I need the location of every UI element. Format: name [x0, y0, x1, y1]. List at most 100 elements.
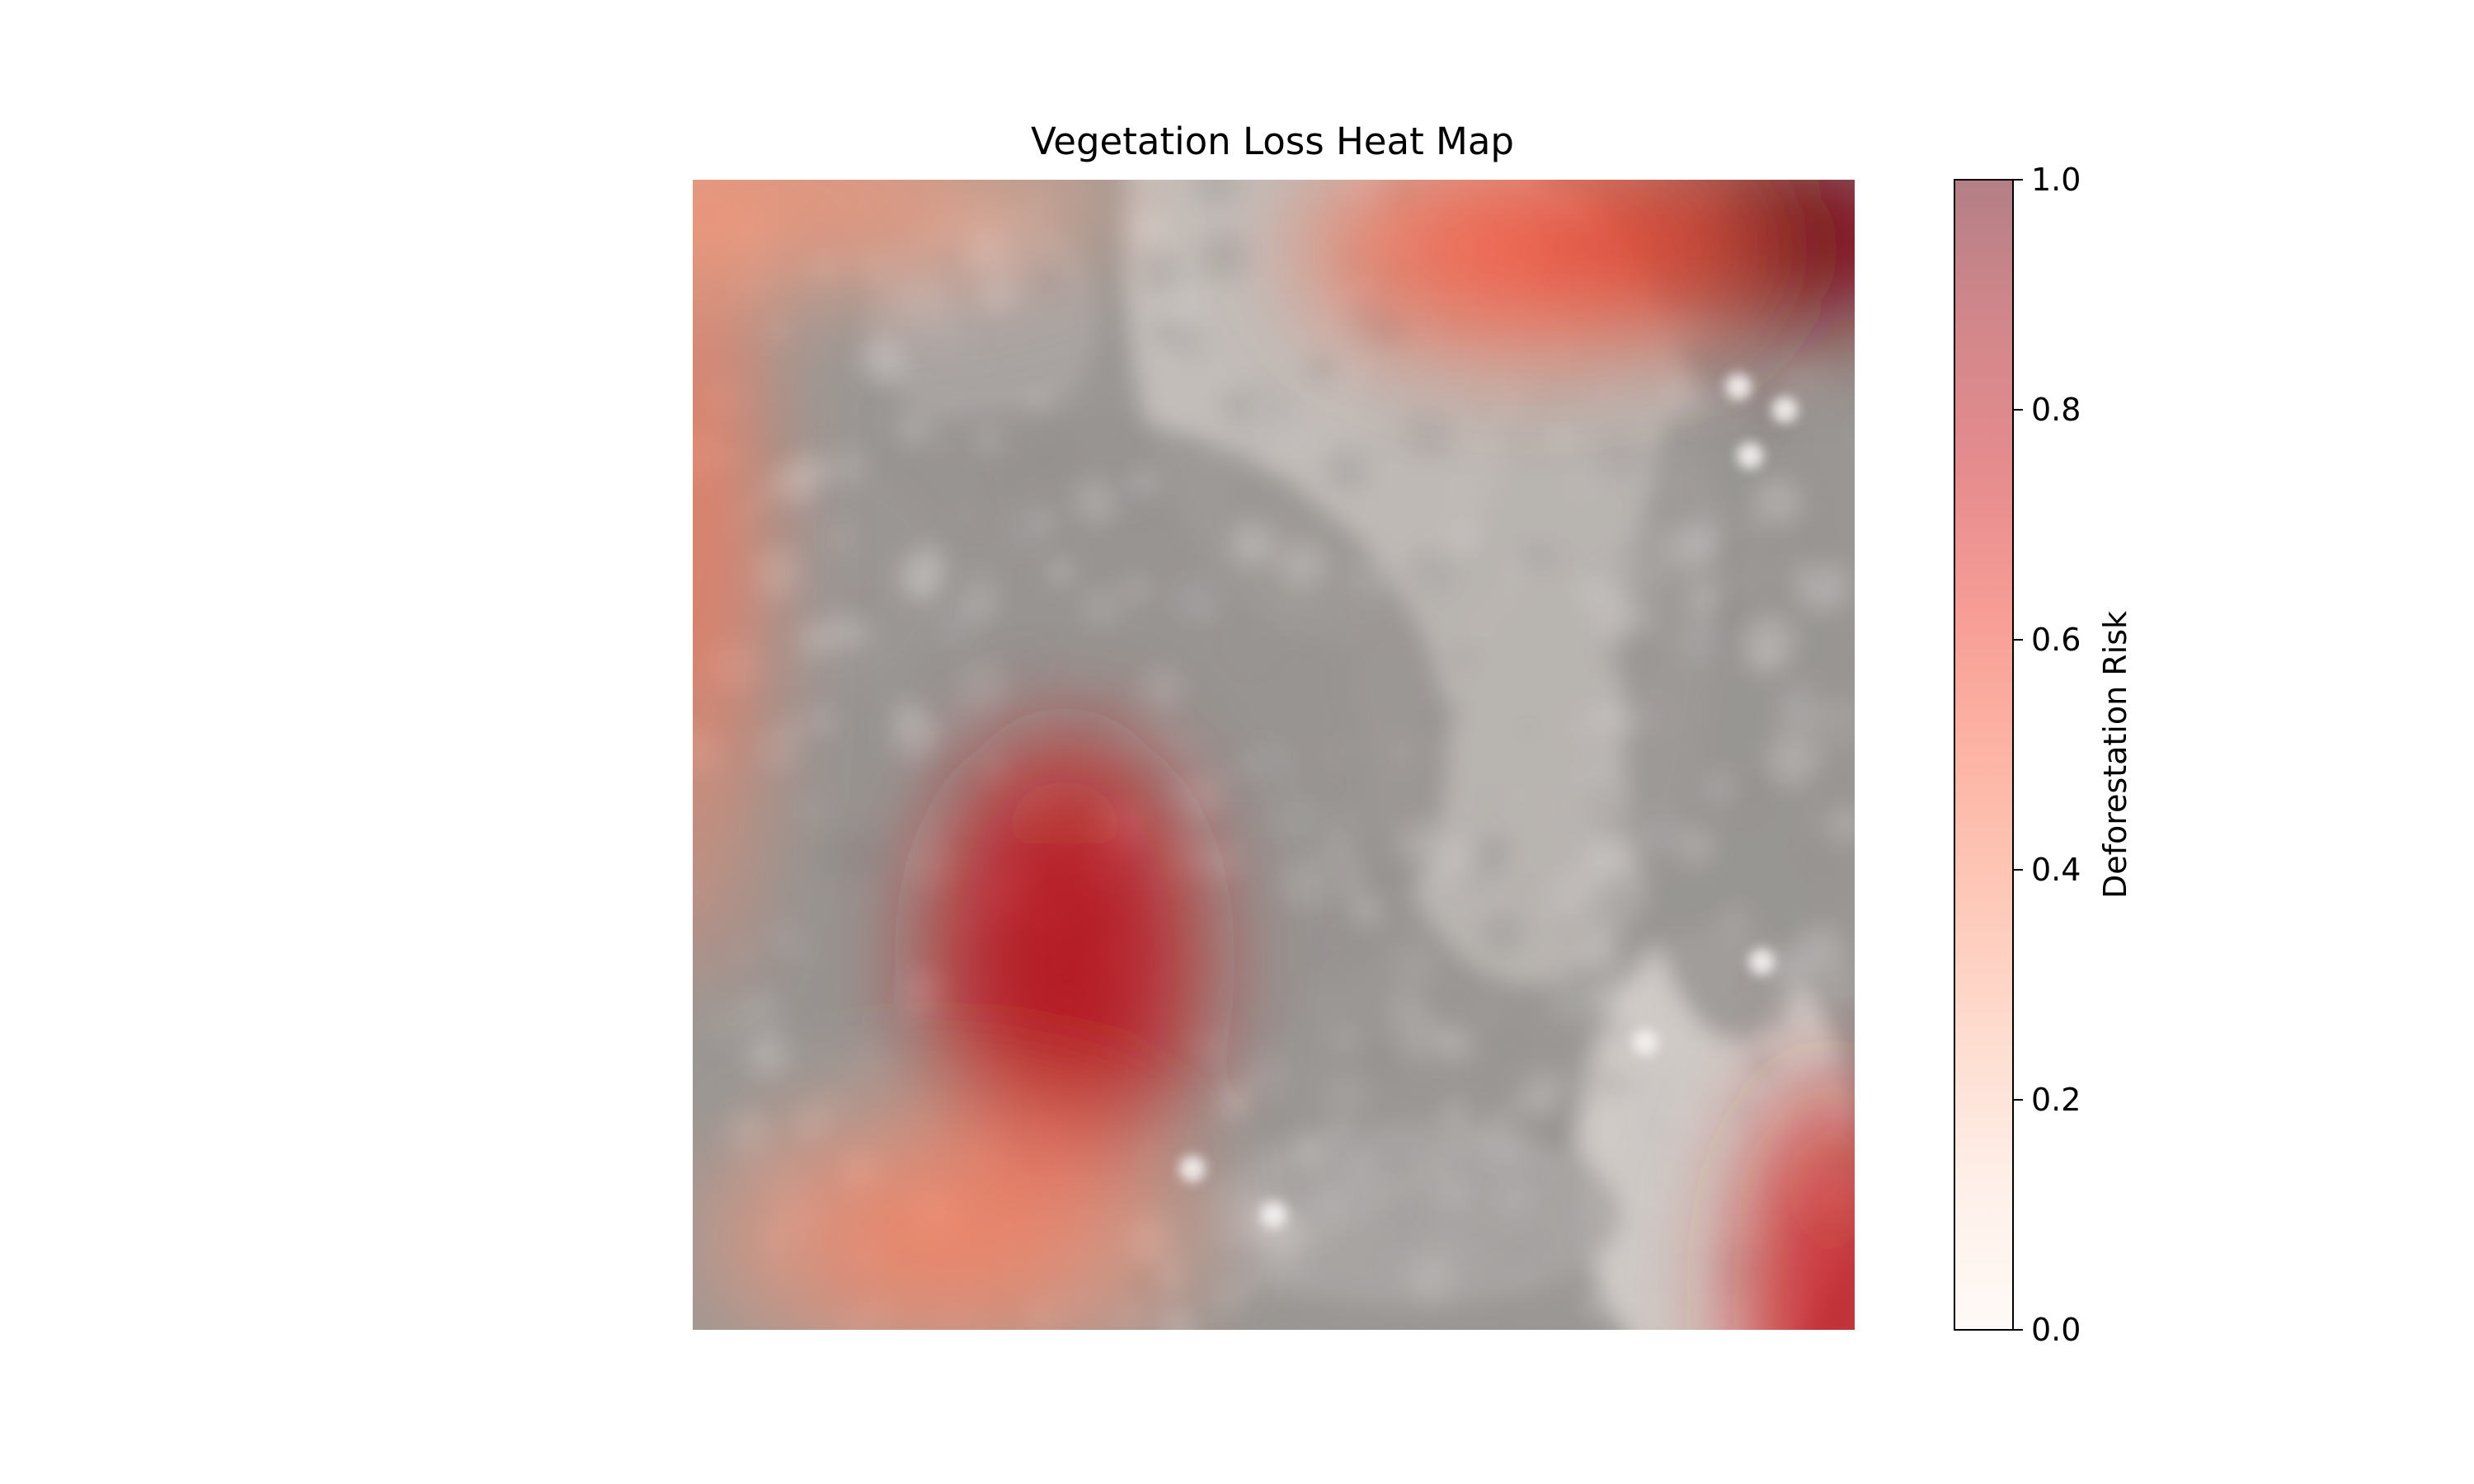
terrain-speck	[1498, 1236, 1543, 1280]
terrain-speck	[1071, 397, 1083, 408]
terrain-speck	[1714, 1026, 1728, 1040]
terrain-speck	[1427, 699, 1462, 735]
terrain-speck	[1526, 1278, 1569, 1321]
terrain-speck	[1192, 180, 1241, 208]
terrain-speck	[1747, 770, 1776, 798]
terrain-speck	[1712, 530, 1757, 575]
terrain-speck	[1277, 540, 1328, 591]
terrain-speck	[1820, 711, 1855, 756]
terrain-speck	[976, 428, 1000, 453]
terrain-speck	[1230, 624, 1273, 669]
terrain-speck	[736, 988, 782, 1033]
terrain-speck	[1199, 604, 1213, 619]
terrain-speck	[1656, 460, 1694, 498]
terrain-speck	[1451, 646, 1477, 672]
terrain-speck	[1389, 738, 1417, 766]
terrain-speck	[1600, 540, 1653, 594]
terrain-speck	[1520, 542, 1550, 571]
colorbar-tick-label: 0.2	[2031, 1082, 2081, 1118]
terrain-speck	[1341, 1148, 1390, 1197]
terrain-speck	[1124, 241, 1137, 255]
terrain-speck	[1171, 573, 1222, 624]
terrain-speck	[1799, 542, 1832, 575]
terrain-speck	[1275, 1122, 1291, 1138]
terrain-speck	[1319, 869, 1342, 890]
terrain-speck	[1697, 385, 1738, 425]
terrain-speck	[1777, 323, 1814, 360]
terrain-speck	[1798, 837, 1827, 865]
terrain-speck	[1232, 1228, 1249, 1244]
terrain-speck	[1132, 209, 1170, 247]
terrain-speck	[769, 463, 794, 488]
terrain-speck	[1598, 386, 1615, 402]
terrain-speck	[957, 557, 987, 587]
terrain-speck	[1744, 1046, 1779, 1081]
terrain-speck	[1197, 890, 1214, 907]
terrain-speck	[1305, 354, 1337, 386]
terrain-speck	[910, 571, 937, 598]
terrain-speck	[1562, 468, 1597, 504]
terrain-speck	[1632, 1249, 1662, 1279]
chart-title: Vegetation Loss Heat Map	[1031, 120, 1514, 163]
hotspot-core-south-west	[987, 835, 1141, 1089]
terrain-speck	[1282, 271, 1294, 283]
terrain-speck	[1611, 1074, 1635, 1098]
terrain-speck	[890, 711, 942, 763]
terrain-speck	[1478, 1243, 1512, 1278]
terrain-speck	[1490, 838, 1512, 860]
terrain-speck	[1198, 231, 1249, 282]
terrain-speck	[1479, 789, 1497, 808]
terrain-speck	[1357, 782, 1374, 800]
terrain-speck	[1426, 655, 1438, 668]
terrain-speck	[1340, 887, 1357, 904]
terrain-speck	[1582, 1284, 1620, 1322]
terrain-speck	[1107, 345, 1119, 357]
terrain-speck	[1212, 1109, 1257, 1153]
terrain-speck	[1569, 710, 1605, 746]
terrain-speck	[1597, 1176, 1609, 1189]
terrain-speck	[1097, 504, 1115, 522]
terrain-speck	[1766, 734, 1820, 787]
terrain-speck	[1641, 944, 1660, 963]
terrain-speck	[1333, 1026, 1356, 1049]
colorbar-label: Deforestation Risk	[2097, 611, 2133, 899]
terrain-speck	[701, 1001, 746, 1046]
terrain-speck	[899, 416, 928, 445]
terrain-speck	[1679, 505, 1711, 537]
terrain-speck	[1774, 1017, 1796, 1040]
terrain-speck	[1287, 471, 1300, 483]
terrain-speck	[1332, 925, 1351, 945]
terrain-speck	[1230, 967, 1247, 984]
terrain-speck	[1499, 426, 1520, 446]
terrain-speck	[797, 621, 834, 659]
terrain-speck	[1034, 265, 1065, 297]
terrain-speck	[1456, 485, 1473, 502]
terrain-speck	[1227, 420, 1266, 459]
terrain-speck	[1407, 1255, 1456, 1303]
terrain-speck	[1707, 634, 1738, 665]
terrain-speck	[1839, 1034, 1851, 1045]
terrain-speck	[957, 509, 974, 527]
terrain-speck	[1230, 1023, 1245, 1039]
terrain-speck	[1032, 509, 1056, 533]
terrain-speck	[1543, 1123, 1569, 1149]
terrain-speck	[1320, 447, 1368, 495]
terrain-speck	[1023, 438, 1069, 483]
terrain-speck	[756, 726, 802, 773]
terrain-speck	[1335, 632, 1357, 655]
terrain-speck	[1665, 1098, 1694, 1128]
terrain-speck	[1559, 915, 1582, 938]
terrain-speck	[1349, 972, 1365, 988]
hotspot-core-west-edge	[693, 271, 731, 778]
terrain-speck	[1197, 838, 1243, 883]
terrain-speck	[1831, 809, 1855, 839]
terrain-speck	[1451, 521, 1480, 551]
terrain-speck	[832, 447, 870, 484]
terrain-speck	[1681, 1269, 1703, 1291]
terrain-speck	[1567, 1054, 1615, 1102]
terrain-speck	[795, 792, 827, 825]
terrain-speck	[766, 320, 788, 342]
bright-spot	[1260, 1201, 1287, 1228]
hotspot-core-north-west	[693, 180, 978, 254]
